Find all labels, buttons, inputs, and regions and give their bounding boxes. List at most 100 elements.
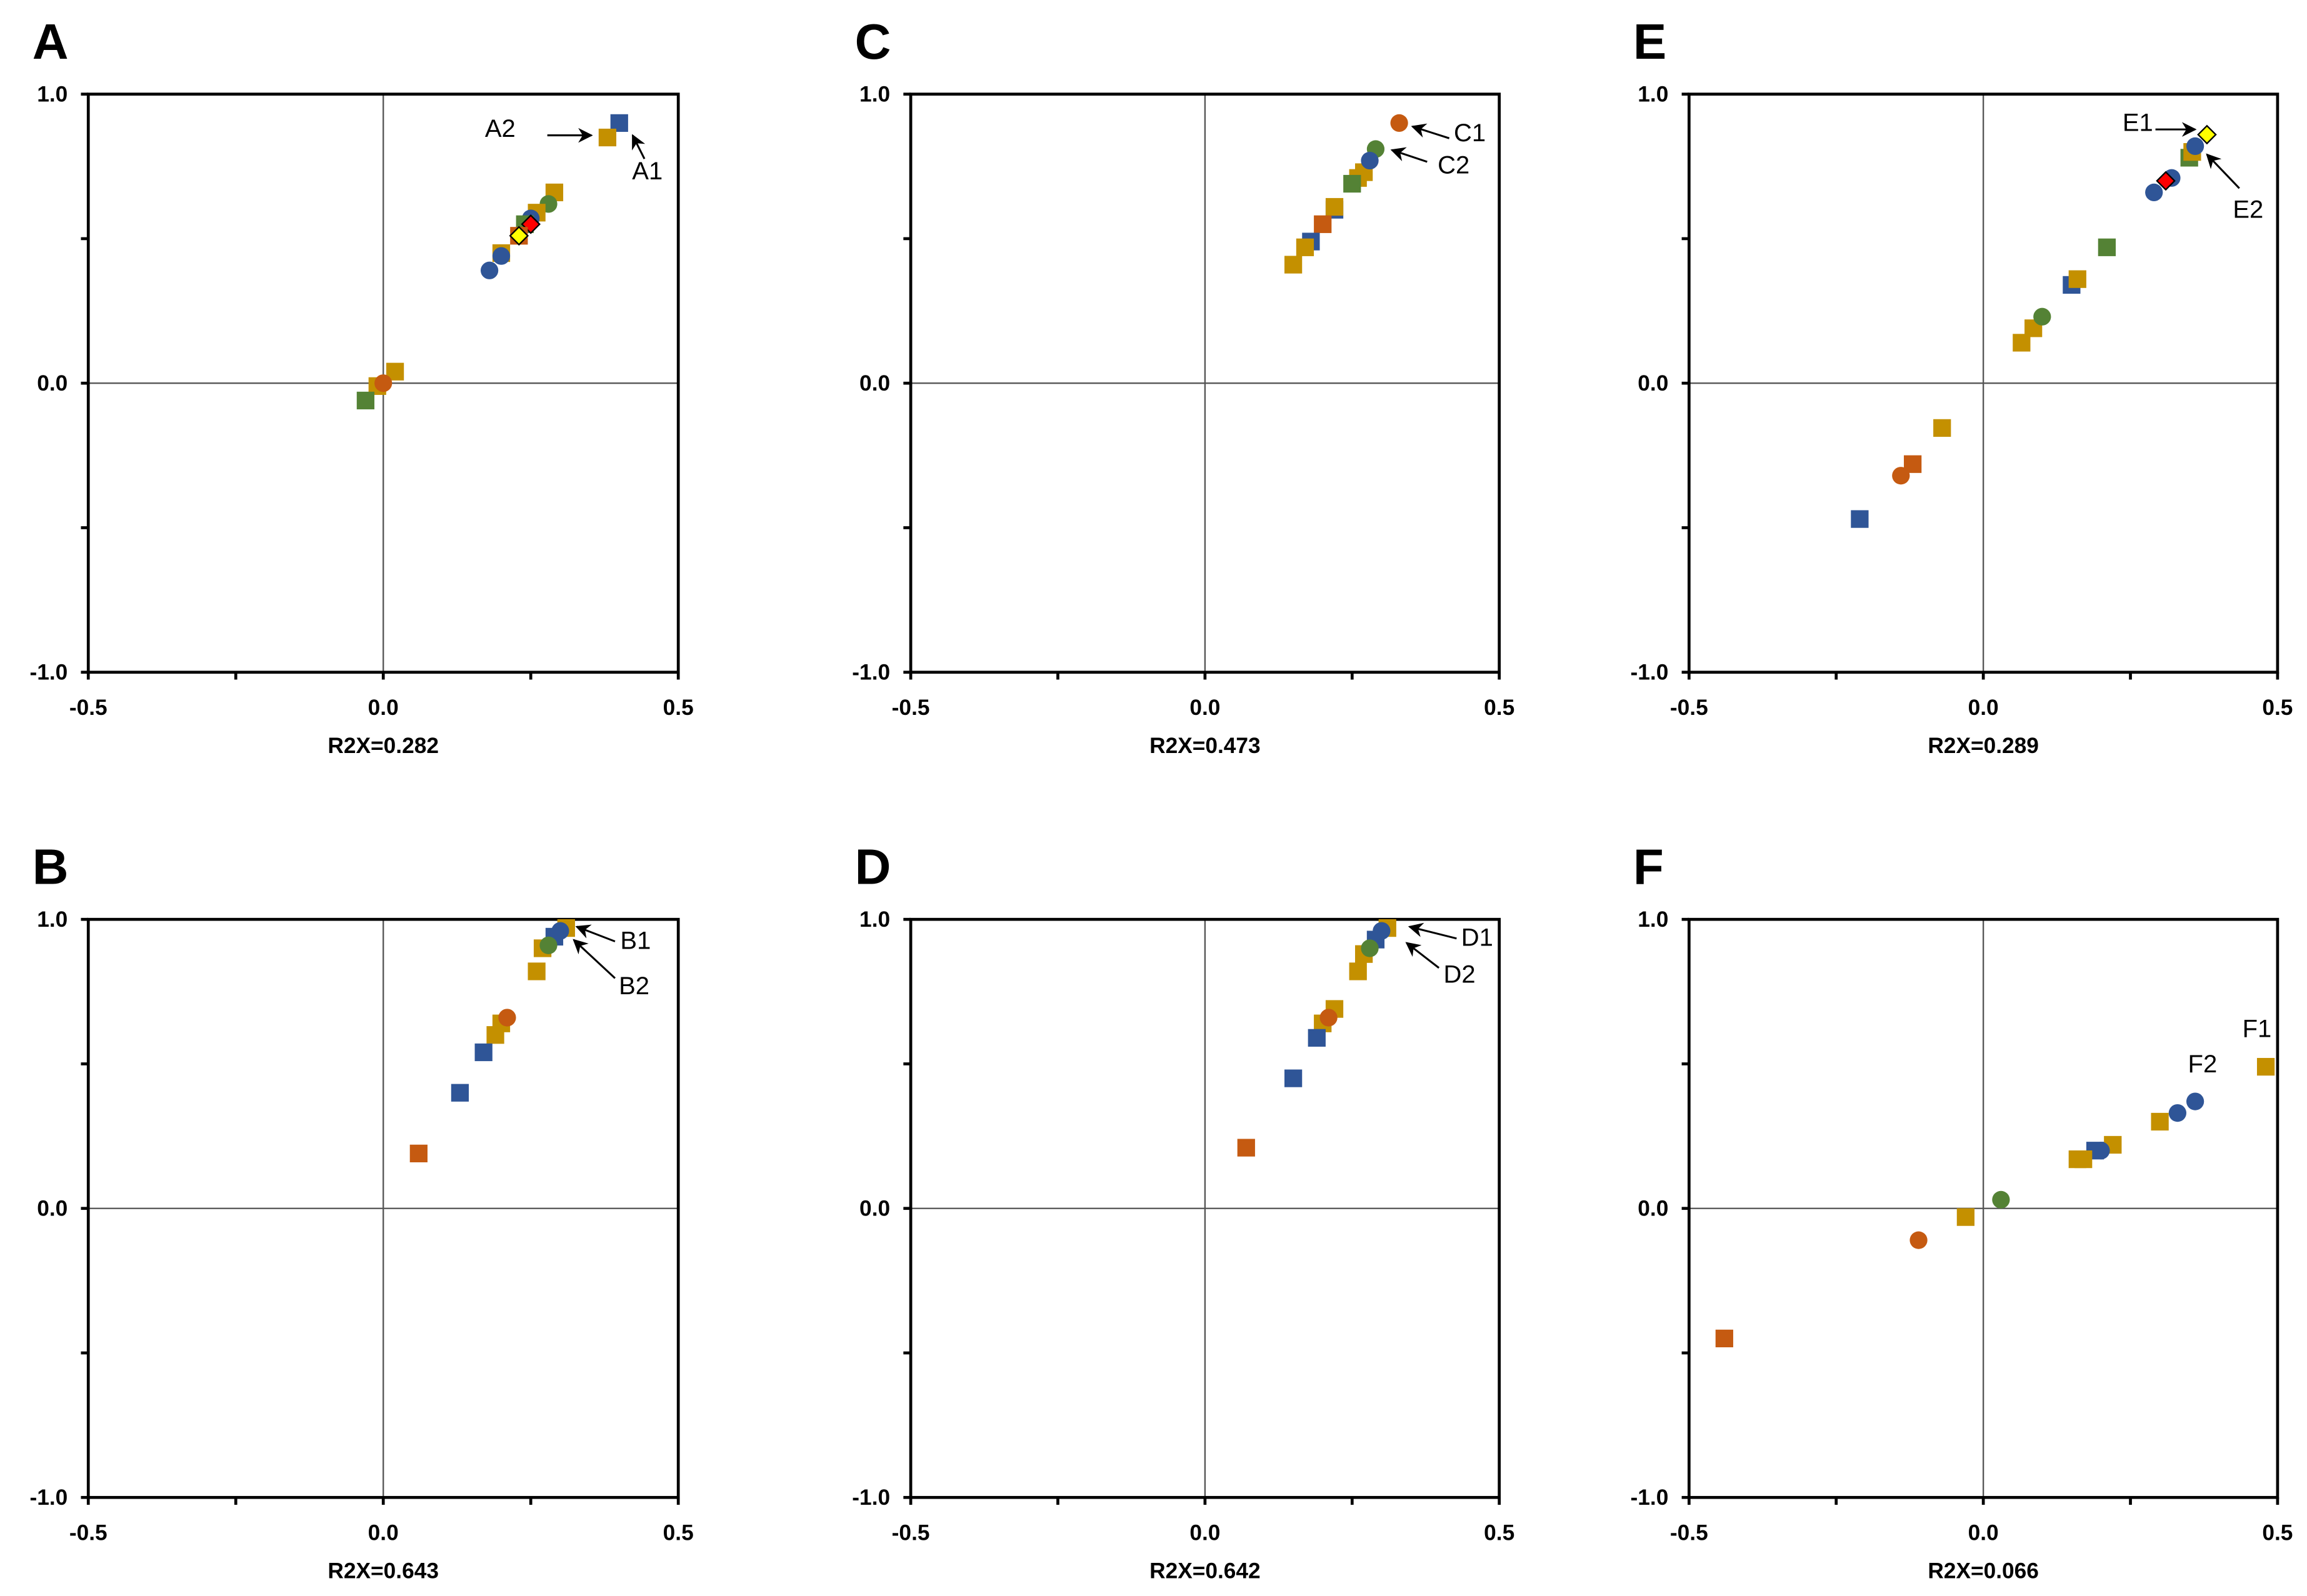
panel-letter: A	[33, 14, 69, 69]
point-circle-blue	[2186, 137, 2204, 156]
point-square-orange	[409, 1144, 428, 1162]
annotation-label: E2	[2233, 196, 2263, 223]
annotation-arrow	[2206, 153, 2240, 189]
point-square-gold	[2151, 1112, 2169, 1131]
point-circle-green	[1361, 939, 1379, 957]
point-square-gold	[1956, 1208, 1975, 1226]
x-axis-label: R2X=0.642	[1149, 1559, 1261, 1584]
x-tick-label: 0.0	[1189, 1521, 1220, 1545]
x-tick-label: -0.5	[69, 696, 108, 720]
point-square-gold	[1933, 419, 1951, 437]
point-circle-blue	[1373, 922, 1391, 940]
point-square-green	[2098, 238, 2116, 256]
point-square-blue	[1284, 1069, 1303, 1087]
annotation-label: B2	[619, 972, 649, 1000]
annotation-arrow	[1408, 922, 1457, 940]
point-square-gold	[598, 128, 617, 147]
point-square-gold	[2256, 1057, 2275, 1076]
panel-letter: D	[855, 839, 891, 895]
panel-d: D -0.5 0.0 0.5 1.0 0.0 -1.0 R2X=0.642 D1 D2	[852, 839, 1514, 1584]
panel-letter: B	[33, 839, 69, 895]
point-square-blue	[1308, 1029, 1326, 1047]
point-circle-orange	[374, 374, 393, 392]
point-square-gold	[528, 962, 546, 980]
point-circle-blue	[2186, 1092, 2204, 1110]
point-diamond-yellow	[509, 226, 529, 246]
point-square-orange	[1715, 1329, 1733, 1348]
point-diamond-yellow	[2197, 124, 2217, 145]
y-tick-label: 1.0	[859, 907, 890, 932]
panel-e: E -0.5 0.0 0.5 1.0 0.0 -1.0 R2X=0.289 E1 E2	[1631, 14, 2293, 758]
x-tick-label: -0.5	[892, 1521, 930, 1545]
x-tick-label: 0.0	[1968, 696, 1999, 720]
x-tick-label: 0.5	[2262, 1521, 2293, 1545]
y-tick-label: 0.0	[1638, 371, 1668, 396]
x-tick-label: 0.5	[1484, 1521, 1514, 1545]
point-square-gold	[486, 1026, 504, 1044]
x-axis-label: R2X=0.643	[328, 1559, 439, 1584]
point-square-green	[1343, 174, 1361, 193]
annotation-label: F1	[2243, 1015, 2272, 1043]
point-square-gold	[1349, 962, 1367, 980]
annotation-label: C2	[1438, 152, 1469, 179]
point-circle-green	[2033, 307, 2051, 326]
point-circle-blue	[492, 247, 511, 265]
point-circle-blue	[2145, 183, 2163, 202]
x-axis-label: R2X=0.473	[1149, 734, 1261, 758]
point-square-gold	[1284, 256, 1303, 274]
point-circle-green	[1992, 1190, 2010, 1209]
x-axis-label: R2X=0.066	[1928, 1559, 2039, 1584]
panel-letter: E	[1633, 14, 1666, 69]
x-tick-label: -0.5	[1670, 696, 1708, 720]
x-tick-label: 0.0	[368, 1521, 399, 1545]
y-tick-label: 1.0	[1638, 82, 1668, 106]
x-tick-label: 0.5	[663, 696, 694, 720]
x-axis-label: R2X=0.282	[328, 734, 439, 758]
point-circle-orange	[498, 1009, 516, 1027]
y-tick-label: 0.0	[37, 1197, 68, 1221]
point-circle-blue	[2092, 1142, 2110, 1160]
x-tick-label: -0.5	[1670, 1521, 1708, 1545]
point-circle-blue	[2168, 1104, 2186, 1122]
annotation-arrow	[1411, 123, 1450, 139]
panel-f: F -0.5 0.0 0.5 1.0 0.0 -1.0 R2X=0.066 F1 F2	[1631, 839, 2293, 1584]
x-tick-label: 0.5	[663, 1521, 694, 1545]
annotation-arrow	[575, 924, 616, 942]
annotation-label: C1	[1454, 119, 1486, 147]
x-tick-label: 0.5	[2262, 696, 2293, 720]
y-tick-label: -1.0	[1631, 661, 1669, 685]
annotation-arrow	[1390, 147, 1428, 163]
y-tick-label: 0.0	[1638, 1197, 1668, 1221]
y-tick-label: -1.0	[852, 661, 890, 685]
x-axis-label: R2X=0.289	[1928, 734, 2039, 758]
annotation-label: F2	[2188, 1050, 2218, 1078]
point-square-orange	[1314, 215, 1332, 233]
point-square-blue	[451, 1084, 469, 1102]
annotation-arrow	[573, 939, 616, 979]
x-tick-label: 0.5	[1484, 696, 1514, 720]
point-square-gold	[2074, 1150, 2093, 1169]
x-tick-label: 0.0	[1968, 1521, 1999, 1545]
point-circle-orange	[1909, 1231, 1928, 1249]
point-square-blue	[1851, 510, 1869, 528]
point-circle-orange	[1390, 114, 1408, 132]
y-tick-label: -1.0	[29, 661, 68, 685]
point-square-orange	[1237, 1139, 1255, 1157]
point-circle-orange	[1892, 467, 1910, 485]
y-tick-label: -1.0	[29, 1485, 68, 1510]
y-tick-label: 1.0	[1638, 907, 1668, 932]
point-diamond-red	[2156, 171, 2176, 191]
annotation-label: D1	[1461, 924, 1493, 952]
point-square-gold	[1325, 197, 1344, 216]
annotation-label: A2	[485, 115, 516, 142]
point-square-gold	[2068, 270, 2086, 288]
panel-letter: C	[855, 14, 891, 69]
y-tick-label: 0.0	[859, 1197, 890, 1221]
point-square-gold	[1296, 238, 1314, 256]
point-circle-orange	[1319, 1009, 1338, 1027]
point-circle-blue	[480, 261, 499, 279]
annotation-arrow	[631, 134, 646, 159]
y-tick-label: 1.0	[37, 907, 68, 932]
annotation-arrow	[1405, 942, 1440, 969]
